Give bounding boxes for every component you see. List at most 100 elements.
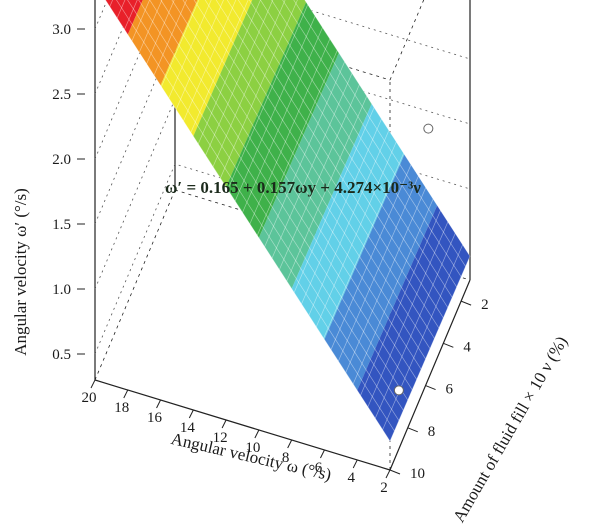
mesh-line [308, 130, 390, 316]
mesh-line [330, 164, 412, 350]
mesh-line [301, 118, 382, 305]
mesh-line [204, 0, 431, 349]
mesh-line [160, 0, 413, 390]
data-point [423, 123, 434, 134]
mesh-line [205, 0, 274, 156]
z-tick-label: 2.0 [52, 152, 71, 168]
mesh-line [182, 0, 422, 370]
x-tick-label: 18 [114, 400, 129, 416]
tick-labels: 0.5 1.0 1.5 2.0 2.5 3.0 20 18 16 14 12 10 8 6 4 2 2 4 6 8 10 [52, 22, 488, 496]
mesh-line [367, 221, 449, 408]
y-tick-label: 4 [463, 339, 471, 355]
mesh-line [271, 0, 457, 288]
mesh-line [374, 233, 456, 419]
mesh-line [116, 0, 395, 432]
mesh-line [175, 0, 224, 110]
z-tick-label: 0.5 [52, 347, 71, 363]
mesh-line [248, 0, 449, 308]
mesh-line [389, 256, 471, 442]
mesh-line [197, 0, 261, 145]
x-tick-label: 16 [147, 410, 163, 426]
mesh-line [304, 0, 471, 257]
x-tick-label: 6 [315, 460, 323, 476]
y-axis-title: Amount of fluid fill × 10 ν (%) [449, 333, 571, 526]
mesh-line [226, 0, 440, 329]
mesh-line [282, 0, 462, 277]
surface-band [127, 0, 198, 86]
box-edge [389, 279, 471, 471]
mesh-line [382, 244, 463, 430]
regression-equation: ω′ = 0.165 + 0.157ωy + 4.274×10⁻³ν [165, 178, 421, 197]
mesh-line [249, 38, 331, 225]
x-tick-label: 4 [347, 470, 355, 486]
x-tick-label: 20 [82, 390, 97, 406]
mesh-line [315, 141, 397, 327]
mesh-line [146, 0, 175, 64]
mesh-line [260, 0, 453, 298]
x-tick-label: 10 [245, 440, 260, 456]
y-tick-label: 10 [410, 466, 425, 482]
mesh-line [293, 0, 466, 267]
box-edge [94, 379, 391, 471]
mesh-line [271, 73, 353, 259]
mesh-line [193, 0, 426, 360]
z-tick-label: 2.5 [52, 87, 71, 103]
mesh-line [220, 0, 298, 179]
y-tick-label: 8 [428, 424, 436, 440]
mesh-line [256, 50, 338, 236]
y-tick-label: 2 [481, 297, 489, 313]
mesh-line [149, 0, 409, 401]
box-edge [94, 189, 176, 381]
z-tick-label: 3.0 [52, 22, 71, 38]
surface-band [291, 103, 405, 340]
mesh-line [360, 210, 441, 396]
x-tick-label: 14 [180, 420, 196, 436]
mesh-line [352, 198, 434, 385]
x-tick-label: 8 [282, 450, 290, 466]
mesh-line [345, 187, 427, 373]
surface-band [226, 2, 339, 238]
mesh-line [131, 0, 150, 42]
surface-band [258, 52, 372, 289]
surface-band [105, 0, 143, 35]
mesh-line [171, 0, 417, 380]
z-tick-label: 1.5 [52, 217, 71, 233]
box-edge [389, 0, 425, 81]
mesh-line [286, 95, 368, 282]
surface-mesh [105, 0, 471, 442]
mesh-line [212, 0, 286, 167]
mesh-line [105, 0, 391, 442]
mesh-line [293, 107, 375, 293]
mesh-line [242, 27, 323, 213]
mesh-line [279, 84, 360, 270]
data-points [393, 123, 434, 396]
regression-surface [105, 0, 470, 442]
mesh-line [183, 0, 237, 122]
mesh-line [338, 175, 419, 362]
mesh-line [138, 0, 404, 411]
mesh-line [237, 0, 444, 318]
mesh-line [127, 0, 400, 421]
surface-band [160, 0, 253, 137]
surface-band [193, 0, 307, 188]
mesh-line [323, 153, 404, 339]
mesh-line [190, 0, 249, 133]
mesh-line [227, 4, 309, 190]
data-point [393, 385, 404, 396]
mesh-line [153, 0, 187, 76]
x-tick-label: 12 [213, 430, 228, 446]
mesh-line [138, 0, 163, 53]
z-tick-label: 1.0 [52, 282, 71, 298]
x-tick-label: 2 [380, 480, 388, 496]
mesh-line [161, 0, 200, 87]
mesh-line [168, 0, 212, 99]
surface-band [324, 154, 438, 391]
mesh-line [234, 15, 316, 202]
surface-band [357, 205, 470, 442]
y-tick-label: 6 [446, 382, 454, 398]
mesh-line [215, 0, 435, 339]
z-axis-title: Angular velocity ω′ (°/s) [11, 188, 30, 356]
mesh-line [264, 61, 345, 247]
x-axis-title: Angular velocity ω (°/s) [169, 429, 333, 484]
